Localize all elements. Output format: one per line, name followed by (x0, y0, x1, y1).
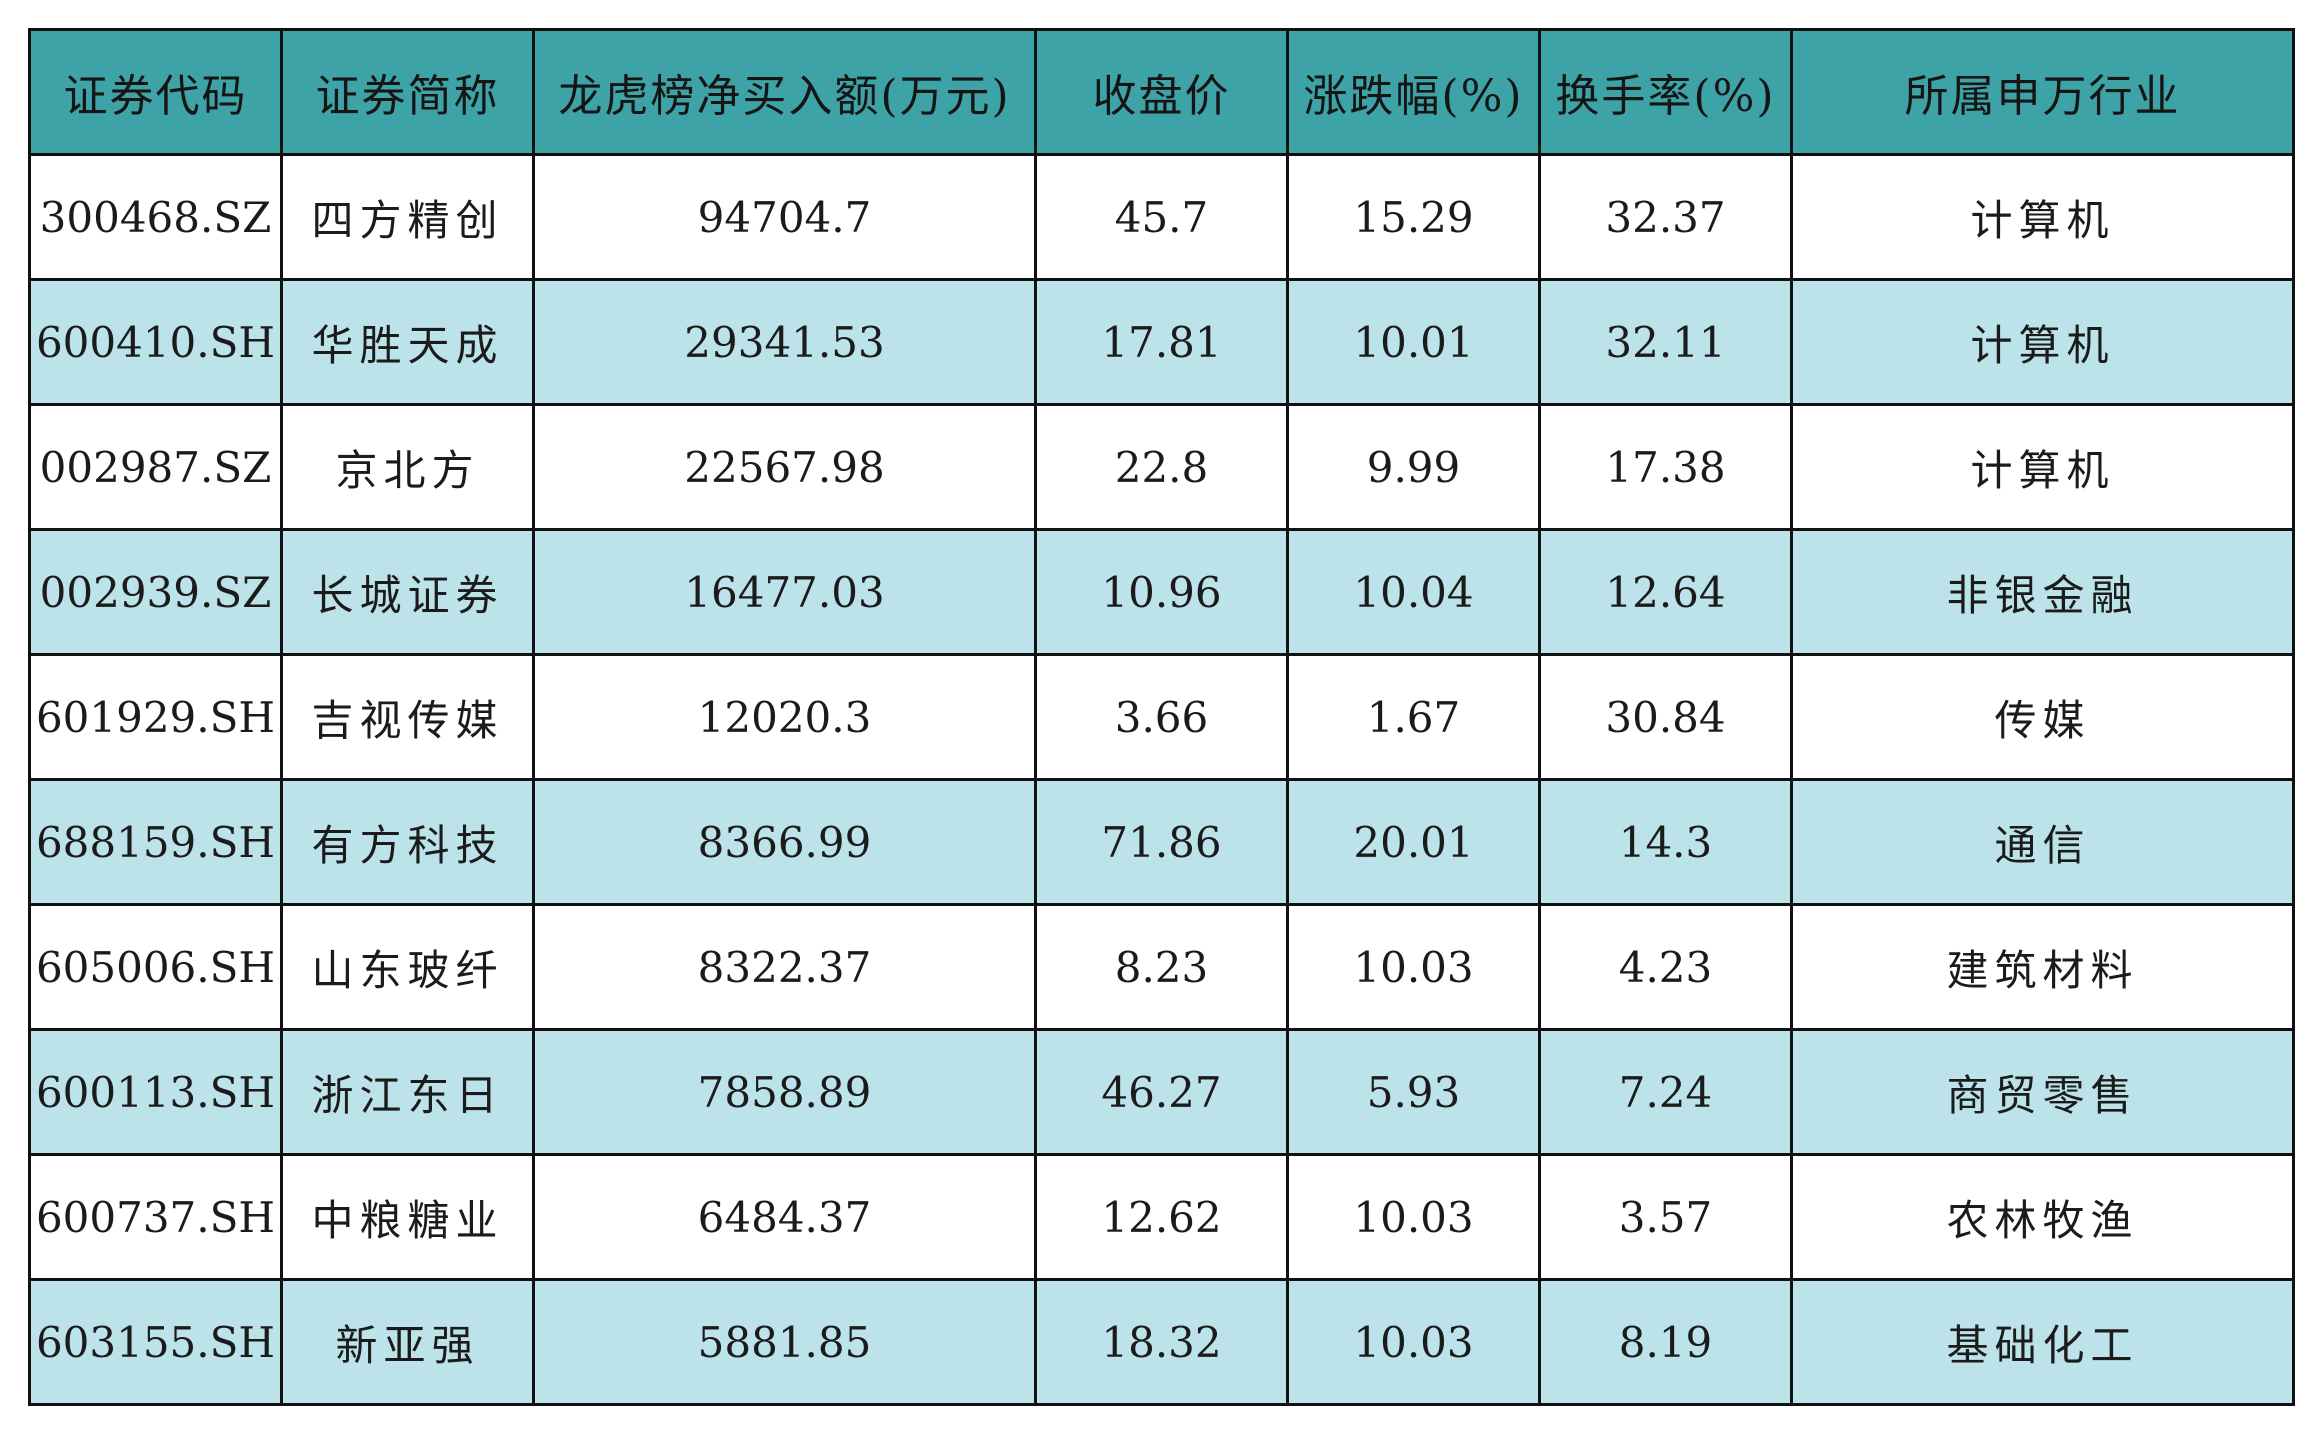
change-pct-cell: 1.67 (1286, 653, 1541, 781)
change-pct-cell: 15.29 (1286, 153, 1541, 281)
close-price-cell: 3.66 (1034, 653, 1289, 781)
header-cell-name: 证券简称 (280, 28, 535, 156)
name-cell: 吉视传媒 (280, 653, 535, 781)
code-cell: 601929.SH (28, 653, 283, 781)
net-buy-cell: 29341.53 (532, 278, 1037, 406)
close-price-cell: 22.8 (1034, 403, 1289, 531)
net-buy-cell: 8322.37 (532, 903, 1037, 1031)
close-price-cell: 8.23 (1034, 903, 1289, 1031)
change-pct-cell: 10.03 (1286, 1278, 1541, 1406)
table-row: 002987.SZ 京北方 22567.98 22.8 9.99 17.38 计算机 (28, 403, 2295, 531)
close-price-cell: 10.96 (1034, 528, 1289, 656)
table-container: 证券代码 证券简称 龙虎榜净买入额(万元) 收盘价 涨跌幅(%) 换手率(%) … (28, 28, 2295, 1406)
net-buy-cell: 16477.03 (532, 528, 1037, 656)
turnover-cell: 32.11 (1538, 278, 1793, 406)
header-cell-net-buy: 龙虎榜净买入额(万元) (532, 28, 1037, 156)
table-row: 300468.SZ 四方精创 94704.7 45.7 15.29 32.37 计算机 (28, 153, 2295, 281)
industry-cell: 建筑材料 (1790, 903, 2295, 1031)
code-cell: 605006.SH (28, 903, 283, 1031)
name-cell: 浙江东日 (280, 1028, 535, 1156)
code-cell: 603155.SH (28, 1278, 283, 1406)
change-pct-cell: 10.04 (1286, 528, 1541, 656)
header-cell-code: 证券代码 (28, 28, 283, 156)
name-cell: 新亚强 (280, 1278, 535, 1406)
name-cell: 京北方 (280, 403, 535, 531)
name-cell: 四方精创 (280, 153, 535, 281)
net-buy-cell: 94704.7 (532, 153, 1037, 281)
turnover-cell: 17.38 (1538, 403, 1793, 531)
name-cell: 有方科技 (280, 778, 535, 906)
net-buy-cell: 12020.3 (532, 653, 1037, 781)
close-price-cell: 18.32 (1034, 1278, 1289, 1406)
table-row: 605006.SH 山东玻纤 8322.37 8.23 10.03 4.23 建筑材料 (28, 903, 2295, 1031)
turnover-cell: 8.19 (1538, 1278, 1793, 1406)
net-buy-cell: 7858.89 (532, 1028, 1037, 1156)
close-price-cell: 71.86 (1034, 778, 1289, 906)
change-pct-cell: 10.01 (1286, 278, 1541, 406)
close-price-cell: 45.7 (1034, 153, 1289, 281)
code-cell: 688159.SH (28, 778, 283, 906)
industry-cell: 非银金融 (1790, 528, 2295, 656)
industry-cell: 计算机 (1790, 153, 2295, 281)
change-pct-cell: 5.93 (1286, 1028, 1541, 1156)
table-row: 600410.SH 华胜天成 29341.53 17.81 10.01 32.11 计算机 (28, 278, 2295, 406)
table-row: 603155.SH 新亚强 5881.85 18.32 10.03 8.19 基础化工 (28, 1278, 2295, 1406)
industry-cell: 传媒 (1790, 653, 2295, 781)
name-cell: 中粮糖业 (280, 1153, 535, 1281)
net-buy-cell: 6484.37 (532, 1153, 1037, 1281)
industry-cell: 基础化工 (1790, 1278, 2295, 1406)
header-cell-turnover: 换手率(%) (1538, 28, 1793, 156)
code-cell: 002987.SZ (28, 403, 283, 531)
code-cell: 600113.SH (28, 1028, 283, 1156)
header-cell-industry: 所属申万行业 (1790, 28, 2295, 156)
table-row: 600737.SH 中粮糖业 6484.37 12.62 10.03 3.57 农林牧渔 (28, 1153, 2295, 1281)
dragon-tiger-list-table: 证券代码 证券简称 龙虎榜净买入额(万元) 收盘价 涨跌幅(%) 换手率(%) … (28, 28, 2295, 1406)
close-price-cell: 12.62 (1034, 1153, 1289, 1281)
code-cell: 600410.SH (28, 278, 283, 406)
change-pct-cell: 10.03 (1286, 1153, 1541, 1281)
industry-cell: 通信 (1790, 778, 2295, 906)
change-pct-cell: 10.03 (1286, 903, 1541, 1031)
name-cell: 长城证券 (280, 528, 535, 656)
code-cell: 600737.SH (28, 1153, 283, 1281)
close-price-cell: 17.81 (1034, 278, 1289, 406)
turnover-cell: 7.24 (1538, 1028, 1793, 1156)
net-buy-cell: 22567.98 (532, 403, 1037, 531)
table-row: 601929.SH 吉视传媒 12020.3 3.66 1.67 30.84 传媒 (28, 653, 2295, 781)
industry-cell: 计算机 (1790, 403, 2295, 531)
header-cell-close-price: 收盘价 (1034, 28, 1289, 156)
header-row: 证券代码 证券简称 龙虎榜净买入额(万元) 收盘价 涨跌幅(%) 换手率(%) … (28, 28, 2295, 156)
turnover-cell: 14.3 (1538, 778, 1793, 906)
table-row: 688159.SH 有方科技 8366.99 71.86 20.01 14.3 通信 (28, 778, 2295, 906)
turnover-cell: 12.64 (1538, 528, 1793, 656)
turnover-cell: 30.84 (1538, 653, 1793, 781)
industry-cell: 计算机 (1790, 278, 2295, 406)
net-buy-cell: 8366.99 (532, 778, 1037, 906)
close-price-cell: 46.27 (1034, 1028, 1289, 1156)
industry-cell: 农林牧渔 (1790, 1153, 2295, 1281)
code-cell: 002939.SZ (28, 528, 283, 656)
table-body: 300468.SZ 四方精创 94704.7 45.7 15.29 32.37 计算机 600… (28, 153, 2295, 1406)
name-cell: 华胜天成 (280, 278, 535, 406)
header-cell-change-pct: 涨跌幅(%) (1286, 28, 1541, 156)
name-cell: 山东玻纤 (280, 903, 535, 1031)
code-cell: 300468.SZ (28, 153, 283, 281)
turnover-cell: 3.57 (1538, 1153, 1793, 1281)
net-buy-cell: 5881.85 (532, 1278, 1037, 1406)
turnover-cell: 32.37 (1538, 153, 1793, 281)
table-row: 002939.SZ 长城证券 16477.03 10.96 10.04 12.64 非银金融 (28, 528, 2295, 656)
table-row: 600113.SH 浙江东日 7858.89 46.27 5.93 7.24 商贸零售 (28, 1028, 2295, 1156)
turnover-cell: 4.23 (1538, 903, 1793, 1031)
industry-cell: 商贸零售 (1790, 1028, 2295, 1156)
change-pct-cell: 9.99 (1286, 403, 1541, 531)
change-pct-cell: 20.01 (1286, 778, 1541, 906)
